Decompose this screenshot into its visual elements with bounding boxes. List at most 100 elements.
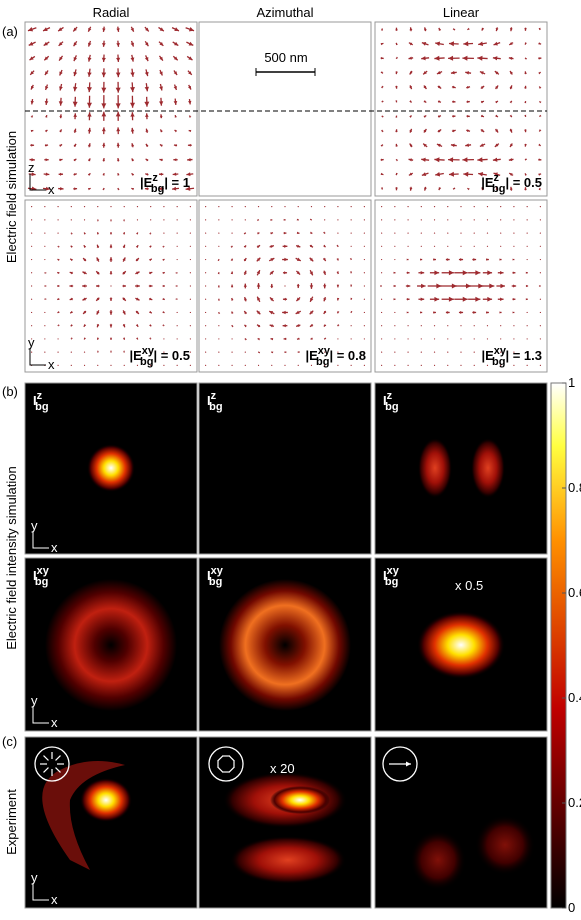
field-arrow-head (296, 337, 300, 340)
field-dot (257, 206, 260, 208)
field-dot (284, 206, 286, 208)
field-arrow-head (57, 297, 60, 300)
field-arrow-head (44, 101, 49, 105)
field-arrow-head (350, 297, 353, 300)
field-arrow-head (438, 27, 442, 31)
field-arrow-head (494, 143, 499, 147)
field-dot (539, 232, 541, 234)
field-arrow-head (159, 56, 163, 61)
field-arrow-head (218, 298, 221, 301)
field-arrow-head (73, 173, 77, 176)
field-dot (218, 338, 220, 340)
field-arrow-head (230, 258, 233, 262)
field-arrow-head (509, 114, 512, 118)
field-dot (473, 245, 475, 247)
field-dot (363, 351, 365, 353)
field-dot (163, 351, 165, 353)
field-dot (123, 364, 125, 366)
label-part: | = 0.5 (505, 175, 542, 190)
field-arrow-head (188, 129, 192, 133)
field-dot (350, 351, 352, 353)
field-arrow-head (438, 100, 441, 103)
field-dot (150, 219, 152, 221)
field-arrow-head (131, 173, 135, 176)
field-arrow-head (172, 172, 177, 176)
axis-indicator (32, 532, 49, 549)
field-arrow-head (130, 102, 136, 108)
field-dot (31, 258, 33, 261)
panel-label: (b) (2, 384, 18, 399)
field-dot (526, 311, 528, 314)
field-dot (539, 206, 541, 208)
label-part: I (383, 568, 387, 583)
field-arrow-head (87, 158, 91, 162)
field-dot (31, 338, 33, 340)
field-arrow-head (436, 143, 441, 148)
field-arrow-head (145, 173, 149, 176)
field-arrow-head (270, 232, 274, 235)
field-arrow-head (187, 158, 191, 162)
field-dot (447, 338, 449, 340)
field-dot (31, 272, 33, 274)
field-arrow-head (188, 71, 192, 75)
field-dot (394, 338, 396, 340)
field-arrow-head (323, 324, 327, 327)
field-arrow-head (296, 231, 300, 234)
field-arrow-head (116, 57, 121, 62)
field-dot (500, 206, 502, 208)
field-arrow-head (28, 41, 34, 46)
field-dot (407, 325, 409, 327)
field-dot (205, 206, 207, 208)
field-arrow-head (109, 271, 113, 274)
field-dot (150, 364, 152, 366)
field-arrow-head (57, 259, 60, 261)
field-dot (433, 219, 436, 221)
field-arrow-head (433, 258, 436, 261)
field-dot (83, 219, 86, 221)
field-dot (500, 245, 502, 247)
field-dot (420, 338, 422, 340)
field-dot (297, 206, 299, 208)
field-arrow-head (82, 297, 86, 301)
field-arrow-head (175, 285, 178, 287)
field-arrow-head (481, 114, 484, 118)
field-dot (176, 351, 178, 353)
field-arrow-head (101, 87, 107, 93)
field-arrow-head (109, 311, 113, 315)
field-arrow-head (188, 41, 194, 46)
field-arrow-head (438, 187, 442, 191)
field-arrow-head (406, 761, 411, 767)
field-arrow-head (97, 232, 100, 235)
field-arrow-head (122, 232, 125, 235)
field-arrow-head (31, 158, 35, 162)
field-dot (363, 206, 365, 208)
field-arrow-head (102, 142, 106, 147)
field-arrow-head (448, 41, 455, 47)
field-dot (218, 206, 220, 208)
field-dot (163, 364, 165, 366)
field-arrow-head (283, 218, 286, 221)
field-arrow-head (538, 27, 541, 31)
field-dot (44, 206, 46, 208)
field-arrow-head (269, 324, 274, 328)
field-arrow-head (524, 28, 527, 31)
field-arrow-head (453, 187, 456, 190)
colorbar-tick-label: 0 (568, 900, 575, 915)
field-dot (460, 232, 462, 234)
field-arrow-head (421, 56, 426, 61)
field-dot (324, 364, 326, 366)
field-dot (513, 364, 515, 366)
field-dot (526, 351, 528, 353)
field-dot (136, 219, 139, 221)
field-arrow-head (186, 172, 191, 177)
panel-label: (c) (2, 734, 17, 749)
field-arrow-head (135, 310, 139, 314)
field-dot (189, 298, 191, 300)
field-dot (486, 325, 489, 327)
field-arrow-head (122, 337, 125, 340)
field-arrow-head (159, 86, 163, 91)
field-arrow-head (145, 158, 149, 162)
field-arrow-head (463, 41, 469, 47)
field-arrow-head (123, 284, 126, 288)
field-arrow-head (149, 245, 152, 248)
